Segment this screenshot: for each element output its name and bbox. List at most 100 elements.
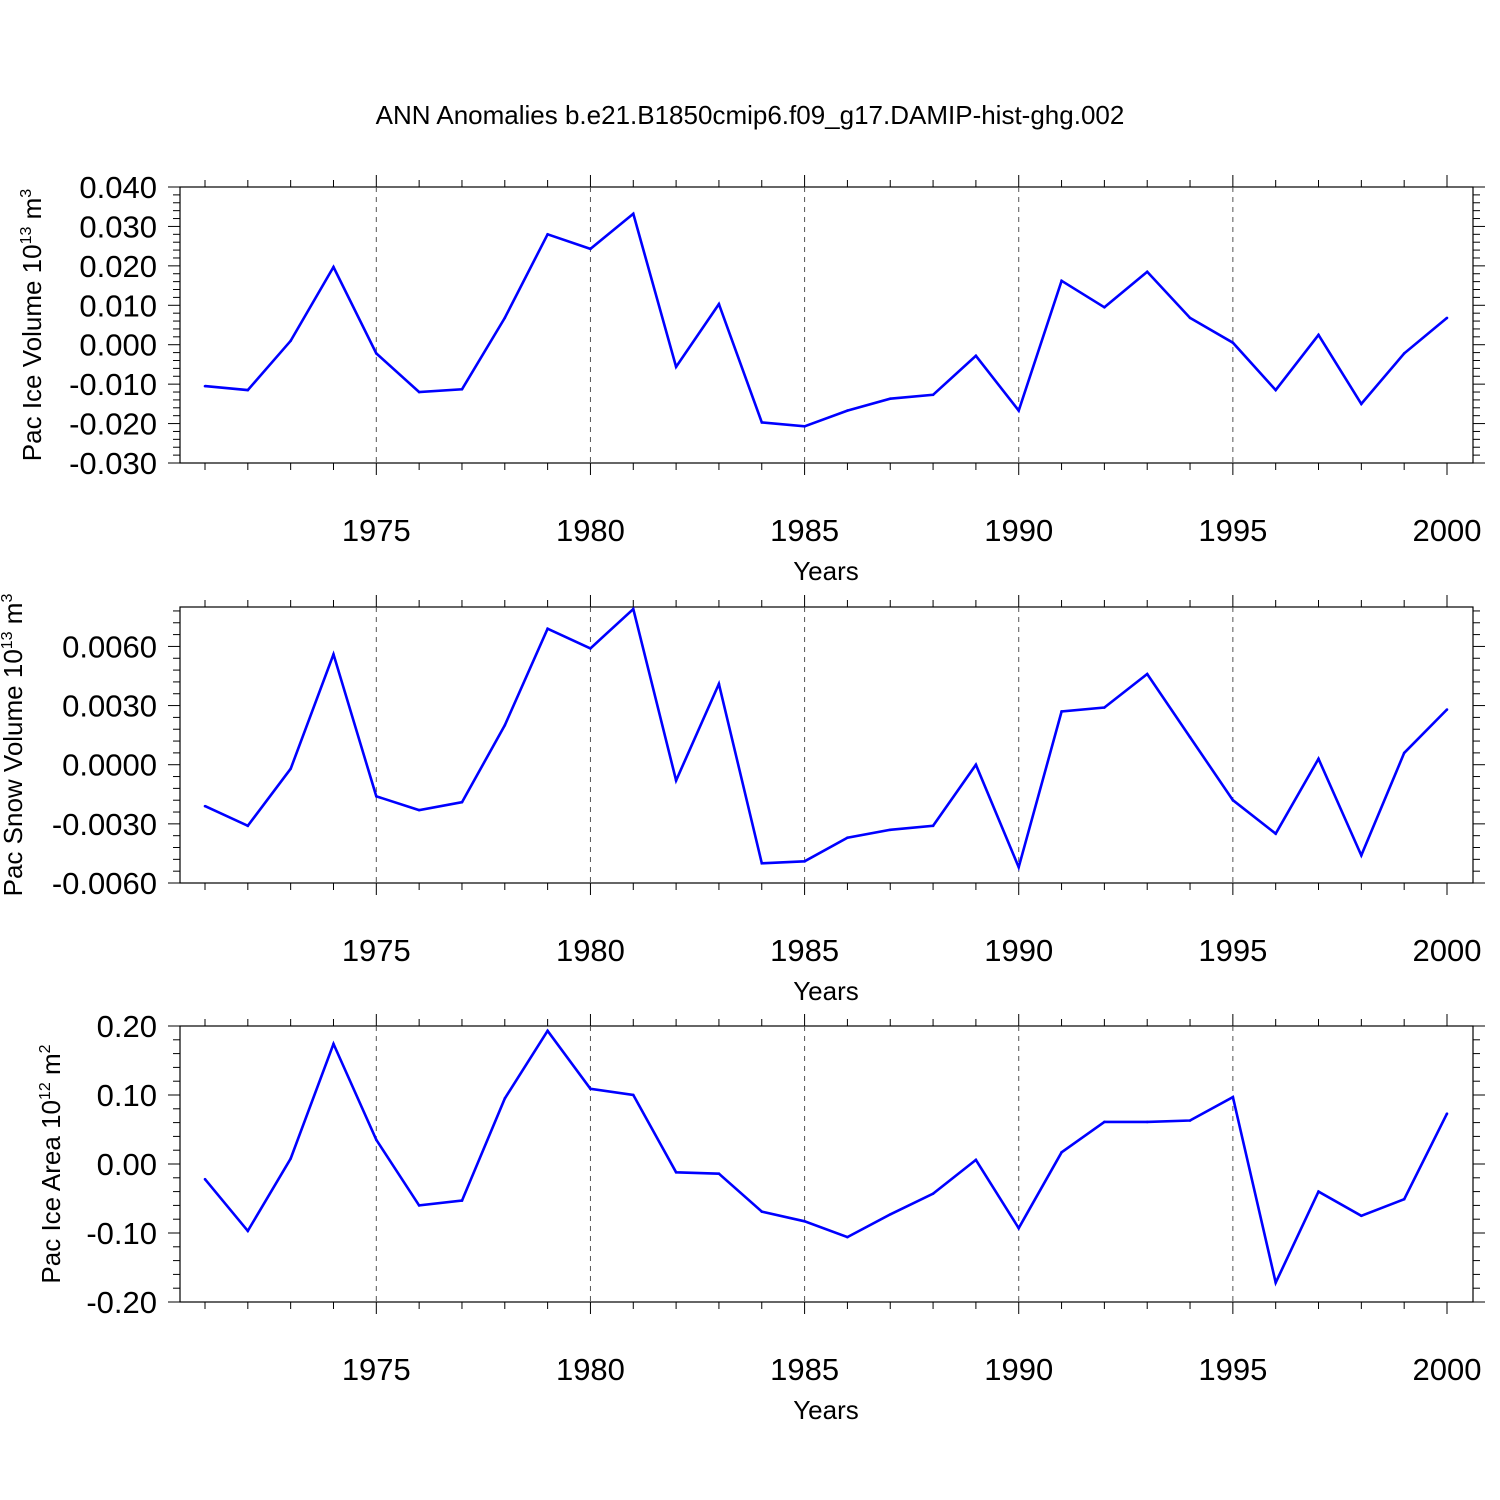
data-point: [888, 828, 892, 832]
data-point: [717, 302, 721, 306]
data-point: [674, 1170, 678, 1174]
x-tick-label: 2000: [1413, 513, 1482, 548]
data-point: [631, 607, 635, 611]
data-point: [931, 1192, 935, 1195]
panel-1: -0.030 -0.020 -0.010 0.000 0.010 0.020 0.030 0.…: [17, 170, 1485, 586]
y-axis-label-superscript: 3: [18, 189, 35, 198]
y-tick-label: 0.010: [79, 288, 157, 323]
x-tick-label: 1980: [556, 933, 625, 968]
data-point: [589, 247, 592, 251]
data-point: [1402, 1197, 1406, 1201]
y-tick-label: 0.000: [79, 328, 157, 363]
x-tick-label: 1990: [984, 933, 1053, 968]
y-tick-label: 0.020: [79, 249, 157, 284]
data-point: [203, 804, 207, 808]
y-tick-label: 0.10: [97, 1078, 157, 1113]
data-point: [546, 627, 549, 630]
y-axis-label-text: Pac Ice Volume 10: [17, 244, 47, 461]
data-point: [1360, 1214, 1363, 1218]
x-tick-label: 2000: [1413, 933, 1482, 968]
data-point: [1145, 672, 1149, 676]
data-point: [1060, 279, 1063, 283]
y-axis-label-superscript: 12: [37, 1082, 54, 1100]
data-point: [503, 1097, 507, 1100]
y-tick-label: 0.030: [79, 209, 157, 244]
data-point: [1274, 1281, 1277, 1284]
data-point: [1402, 352, 1406, 355]
x-tick-label: 1985: [770, 933, 839, 968]
y-axis-label-superscript: 13: [0, 631, 16, 649]
data-point: [1017, 1226, 1021, 1230]
x-tick-label: 1995: [1198, 513, 1267, 548]
data-point: [503, 316, 507, 320]
data-point: [1017, 865, 1021, 869]
data-point: [246, 824, 250, 828]
data-point: [1060, 1150, 1063, 1154]
y-axis-label-text: Pac Ice Area 10: [36, 1100, 66, 1284]
data-point: [503, 723, 507, 727]
panel-3: -0.20 -0.10 0.00 0.10 0.20 1975 1980 1985 1990 19…: [36, 1009, 1485, 1425]
data-point: [846, 836, 849, 839]
data-point: [417, 1204, 421, 1207]
data-point: [931, 393, 935, 397]
data-point: [546, 1029, 549, 1033]
data-point: [1103, 305, 1106, 309]
data-point: [589, 647, 592, 650]
data-point: [974, 354, 978, 358]
data-point: [1317, 333, 1320, 337]
data-point: [717, 1172, 721, 1175]
data-point: [803, 425, 806, 428]
data-point: [631, 212, 635, 216]
data-point: [1360, 402, 1363, 406]
data-point: [375, 1138, 378, 1142]
x-tick-label: 1975: [342, 1352, 411, 1387]
data-point: [1145, 270, 1149, 274]
data-point: [760, 861, 764, 865]
data-point: [1231, 1095, 1235, 1099]
data-point: [1188, 1119, 1192, 1122]
data-point: [888, 1213, 892, 1216]
data-point: [460, 387, 464, 391]
data-point: [1445, 316, 1449, 320]
series-line: [204, 606, 1448, 872]
data-point: [332, 653, 335, 656]
x-tick-label: 1990: [984, 513, 1053, 548]
y-axis-label-text: Pac Snow Volume 10: [0, 649, 28, 896]
data-point: [1274, 832, 1277, 836]
x-tick-label: 1995: [1198, 933, 1267, 968]
data-point: [846, 1235, 849, 1239]
data-point: [1317, 757, 1320, 761]
data-point: [1188, 316, 1192, 320]
data-point: [1360, 854, 1363, 857]
x-tick-label: 2000: [1413, 1352, 1482, 1387]
y-axis-label-text: m: [17, 198, 47, 227]
data-point: [375, 352, 378, 355]
data-point: [1231, 798, 1235, 802]
x-tick-label: 1985: [770, 1352, 839, 1387]
x-tick-label: 1990: [984, 1352, 1053, 1387]
data-point: [803, 860, 806, 863]
x-tick-label: 1985: [770, 513, 839, 548]
y-axis-label: Pac Snow Volume 1013 m3: [0, 594, 28, 897]
data-point: [332, 265, 335, 269]
y-tick-label: -0.10: [86, 1216, 157, 1251]
plot-frame: [179, 606, 1474, 884]
plot-frame: [179, 1025, 1474, 1303]
y-tick-label: 0.0060: [62, 629, 157, 664]
data-point: [289, 339, 292, 343]
data-point: [1445, 708, 1449, 711]
x-axis-label: Years: [793, 556, 859, 586]
data-point: [760, 421, 764, 424]
data-point: [888, 397, 892, 401]
data-point: [1103, 706, 1106, 709]
data-point: [974, 763, 978, 767]
data-point: [375, 794, 378, 798]
data-point: [717, 682, 721, 686]
data-point: [1445, 1112, 1449, 1115]
series-line: [203, 1028, 1449, 1287]
x-tick-label: 1980: [556, 1352, 625, 1387]
data-point: [1188, 735, 1192, 739]
data-point: [246, 388, 250, 392]
chart-title: ANN Anomalies b.e21.B1850cmip6.f09_g17.D…: [376, 100, 1125, 130]
